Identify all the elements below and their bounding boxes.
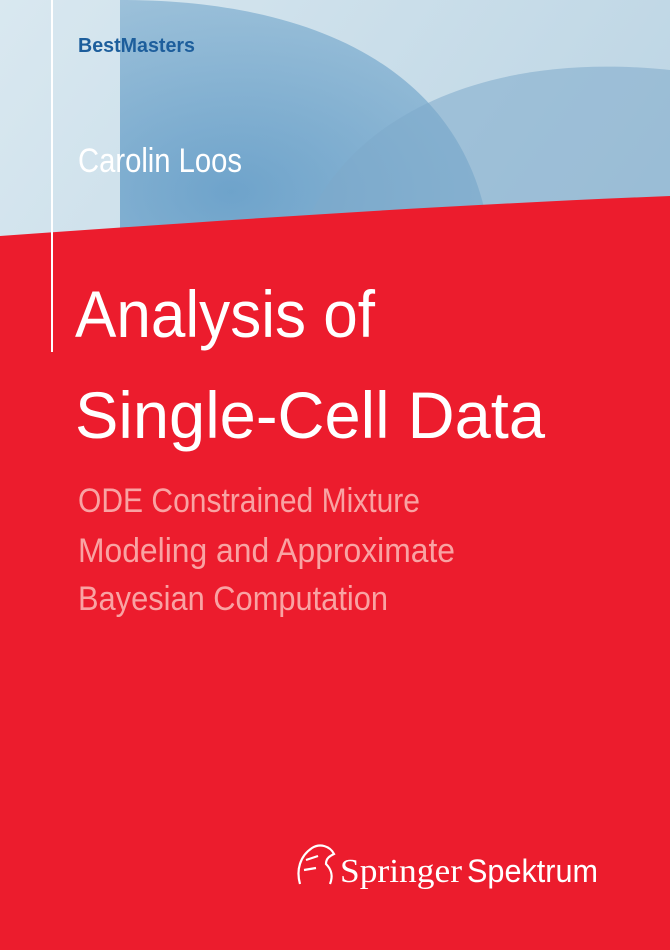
springer-logo <box>297 844 336 885</box>
decor-arc <box>300 66 670 240</box>
author: Carolin Loos <box>78 142 242 180</box>
title-line: Analysis of <box>75 277 376 351</box>
title-line: Single-Cell Data <box>75 378 545 452</box>
publisher-name: Springer <box>340 853 463 890</box>
subtitle-line: Modeling and Approximate <box>78 532 455 570</box>
publisher-imprint: Spektrum <box>467 853 598 889</box>
subtitle-line: Bayesian Computation <box>78 580 388 618</box>
series-name: BestMasters <box>78 35 195 57</box>
red-background <box>0 196 670 950</box>
horse-icon <box>297 844 336 885</box>
horse-icon-detail <box>303 854 319 872</box>
subtitle-line: ODE Constrained Mixture <box>78 482 420 520</box>
